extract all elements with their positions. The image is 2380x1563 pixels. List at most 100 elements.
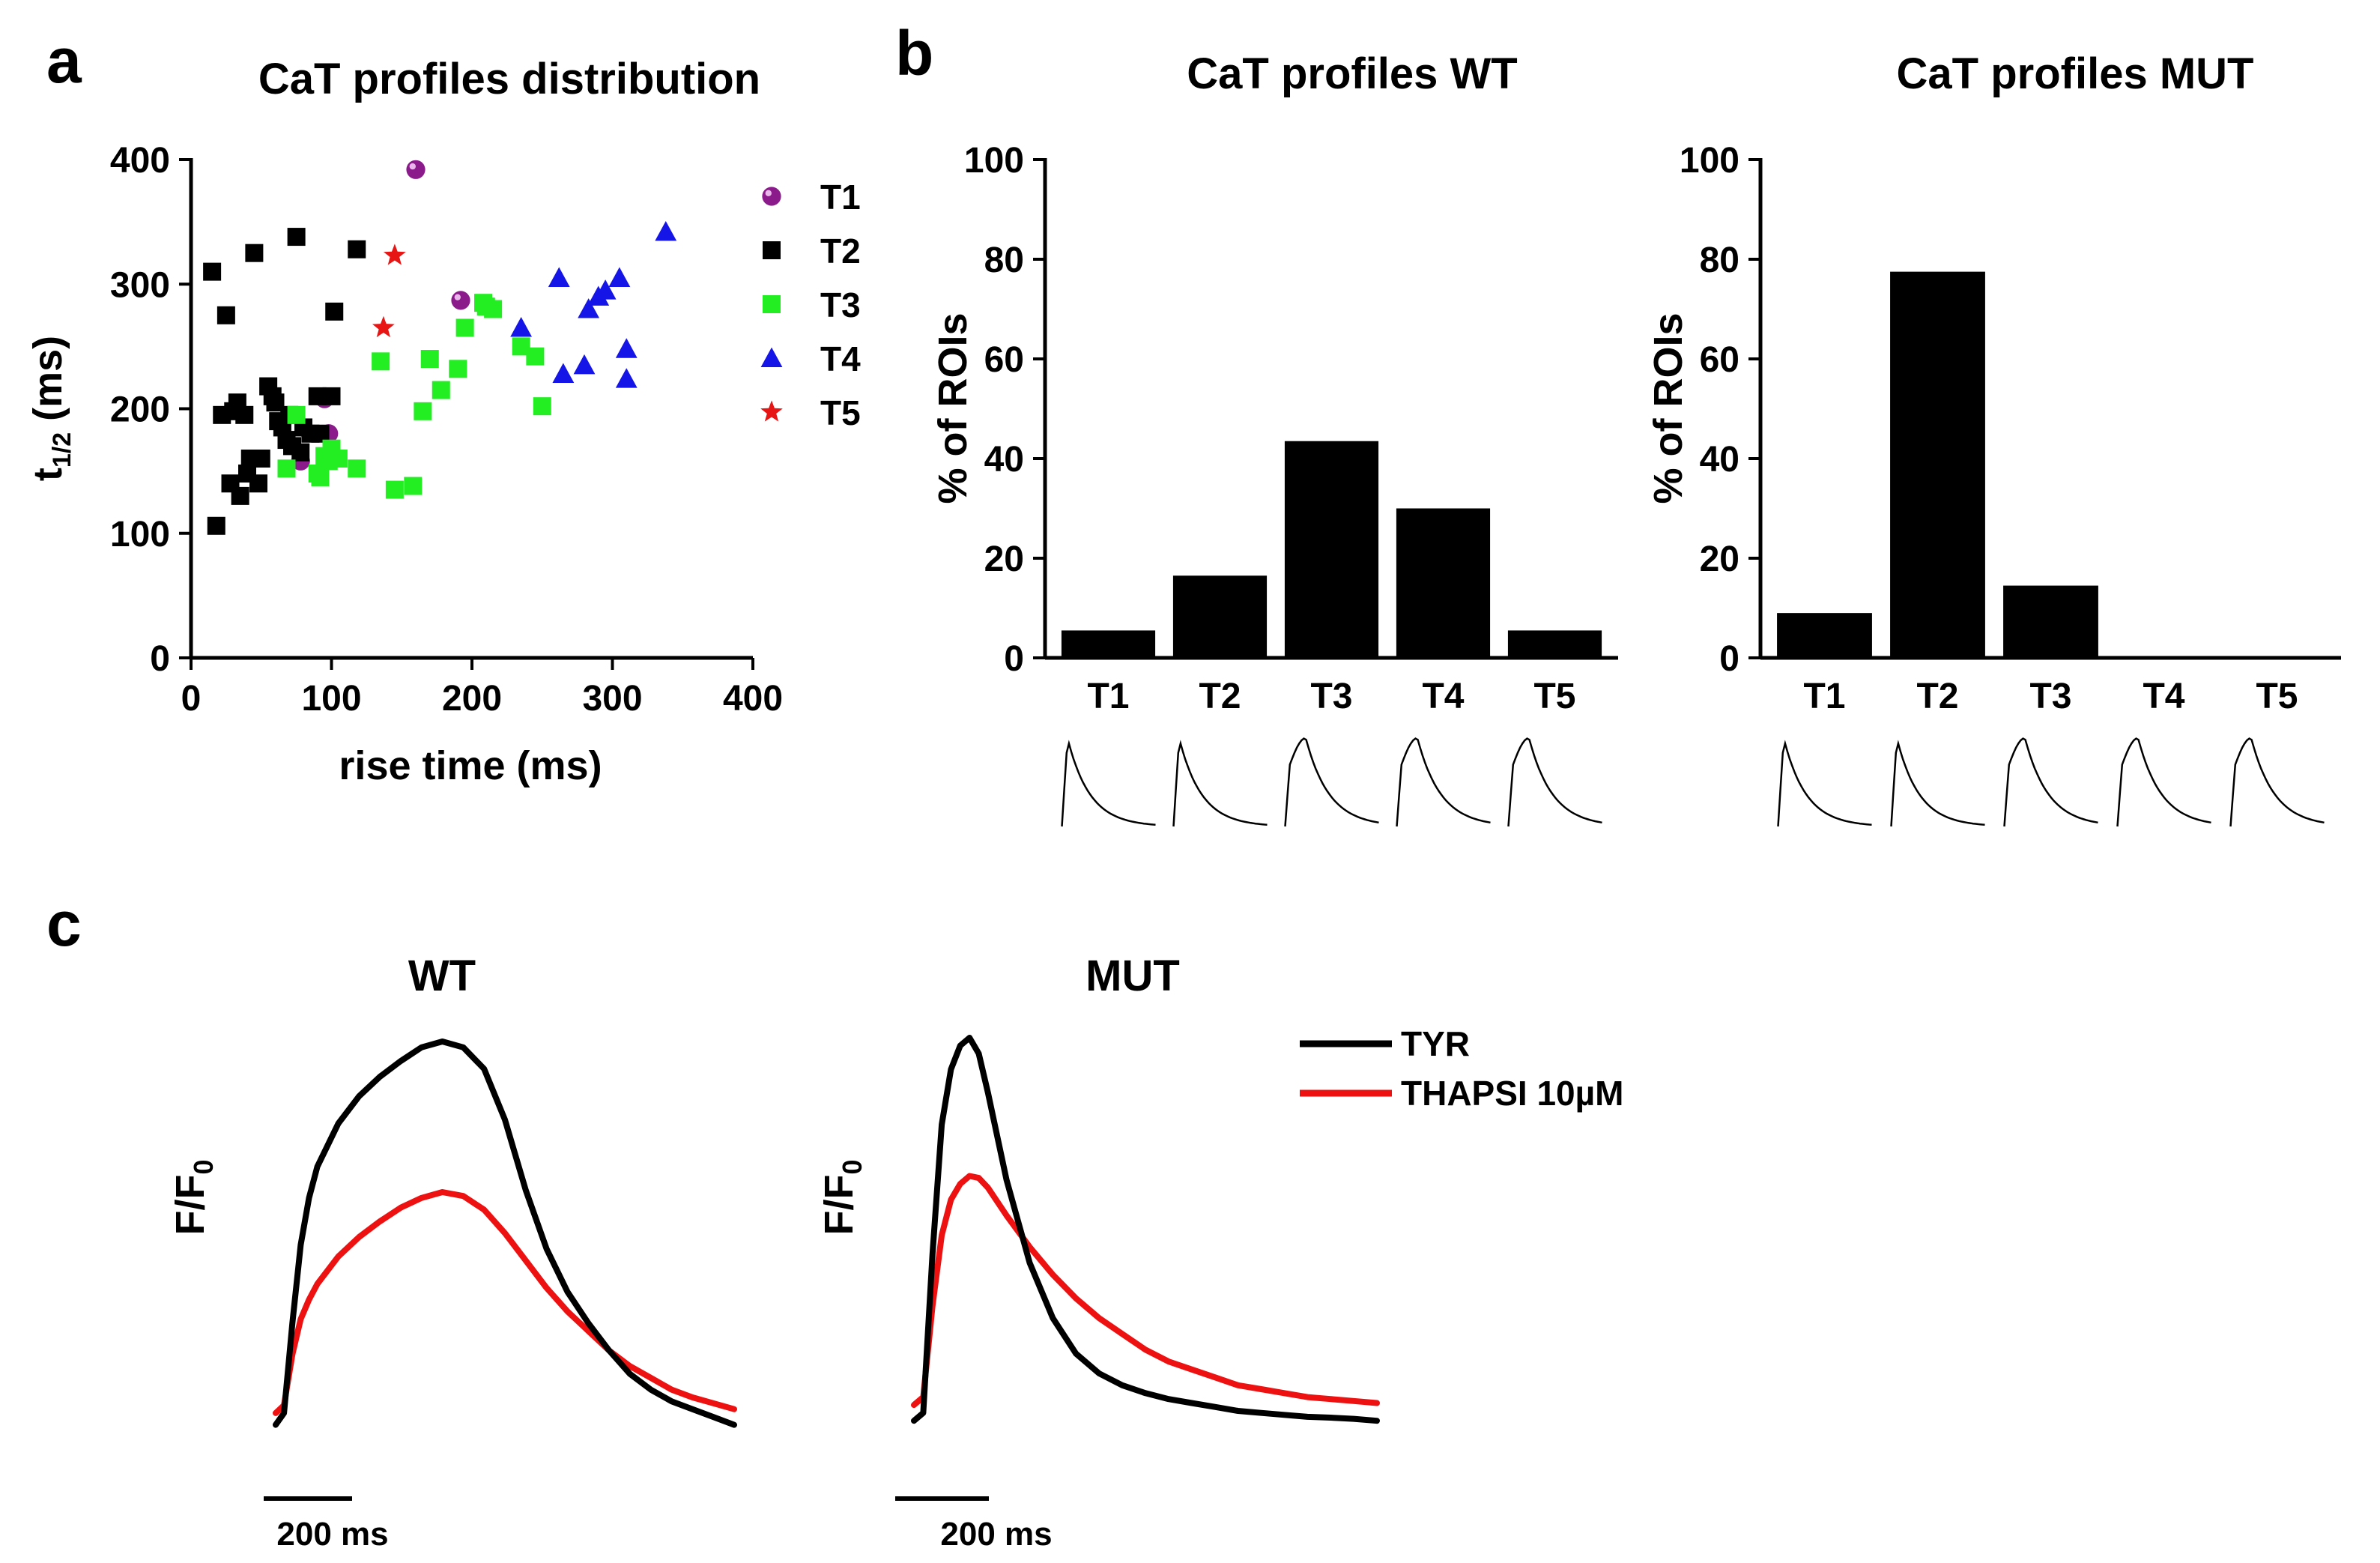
profile-trace-T3 (1284, 737, 1379, 827)
data-point-T3 (449, 360, 467, 378)
data-points (203, 160, 677, 535)
y-axis-label: F/F0 (817, 1159, 867, 1235)
chart-title: CaT profiles MUT (1897, 49, 2254, 98)
data-point-T2 (287, 228, 306, 247)
bar-T2 (1172, 575, 1268, 658)
legend-marker-T5 (760, 400, 783, 422)
y-tick-label: 100 (964, 141, 1024, 181)
data-point-T2 (291, 443, 310, 462)
panel-b-letter: b (895, 18, 933, 88)
bars (1777, 271, 2098, 658)
profile-thumbnails (1777, 737, 2325, 827)
x-tick-label: T1 (1087, 677, 1129, 716)
data-point-T3 (385, 480, 404, 499)
legend-marker-T3 (763, 295, 781, 313)
legend-label: T4 (820, 339, 861, 378)
legend-marker-T2 (763, 241, 781, 259)
bars (1061, 441, 1602, 658)
trace-chart-mut: MUT F/F0 200 ms (817, 952, 1380, 1553)
legend-label: T3 (820, 285, 861, 324)
bar-T2 (1890, 271, 1985, 658)
axes: 0 100 200 300 400 0 100 200 300 400 (110, 141, 783, 719)
data-point-T2 (322, 387, 341, 405)
traces (273, 1039, 737, 1428)
y-tick-label: 60 (984, 340, 1024, 380)
data-point-T2 (231, 486, 249, 505)
data-point-T1-highlight (454, 294, 461, 300)
y-tick-label: 100 (1680, 141, 1739, 181)
data-point-T3 (277, 459, 296, 478)
data-point-T3 (432, 381, 450, 399)
y-axis-label: % of ROIs (930, 312, 975, 504)
x-tick-label: T3 (2029, 677, 2071, 716)
profile-trace-T5 (2229, 737, 2325, 827)
data-point-T4 (510, 317, 533, 337)
bar-T3 (1284, 441, 1379, 658)
x-tick-label: 300 (582, 679, 642, 719)
data-point-T2 (325, 302, 344, 321)
y-tick-label: 400 (110, 141, 170, 181)
legend-label: T5 (820, 393, 861, 432)
data-point-T4 (548, 267, 570, 287)
x-tick-label: 100 (301, 679, 361, 719)
data-point-T4 (608, 267, 631, 287)
y-tick-label: 0 (1004, 639, 1024, 679)
data-point-T3 (404, 477, 423, 495)
data-point-T3 (455, 318, 474, 337)
data-point-T3 (372, 352, 390, 371)
y-tick-label: 0 (1719, 639, 1739, 679)
y-tick-label: 20 (984, 539, 1024, 579)
legend-marker-T1-highlight (765, 190, 772, 196)
chart-title: CaT profiles WT (1187, 49, 1517, 98)
profile-trace-T1 (1777, 740, 1872, 827)
x-tick-label: 0 (181, 679, 202, 719)
axes: 0 20 40 60 80 100 T1 T2 T3 T4 T5 (964, 141, 1618, 716)
y-axis-label: F/F0 (168, 1159, 219, 1235)
data-point-T3 (420, 350, 439, 368)
legend: T1 T2 T3 T4 T5 (760, 178, 861, 432)
legend-label: T2 (820, 232, 861, 270)
data-point-T2 (348, 240, 366, 259)
data-point-T2 (235, 405, 254, 424)
y-tick-label: 40 (984, 440, 1024, 480)
scale-bar-label: 200 ms (940, 1516, 1052, 1553)
y-tick-label: 60 (1700, 340, 1739, 380)
profile-trace-T2 (1890, 740, 1985, 827)
x-tick-label: T2 (1199, 677, 1241, 716)
trace-chart-wt: WT F/F0 200 ms (168, 952, 737, 1553)
data-point-T2 (245, 244, 264, 262)
profile-trace-T1 (1061, 740, 1156, 827)
profile-thumbnails (1061, 737, 1602, 827)
data-point-T2 (252, 450, 270, 468)
data-point-T5 (384, 244, 406, 265)
scatter-chart: CaT profiles distribution 0 100 200 300 400 0… (25, 55, 861, 788)
y-tick-label: 80 (1700, 241, 1739, 280)
data-point-T1 (406, 160, 426, 179)
legend-label: THAPSI 10µM (1401, 1074, 1623, 1113)
x-tick-label: 200 (442, 679, 502, 719)
data-point-T3 (287, 405, 306, 424)
chart-title: CaT profiles distribution (258, 55, 760, 103)
data-point-T4 (552, 363, 575, 383)
profile-trace-T3 (2003, 737, 2098, 827)
y-tick-label: 40 (1700, 440, 1739, 480)
data-point-T3 (348, 459, 366, 478)
x-tick-label: T3 (1310, 677, 1352, 716)
trace-TYR (273, 1039, 737, 1428)
y-tick-label: 300 (110, 265, 170, 305)
y-axis-label: % of ROIs (1646, 312, 1691, 504)
trace-TYR (911, 1035, 1380, 1424)
chart-title: WT (408, 952, 476, 1000)
data-point-T3 (526, 347, 545, 366)
data-point-T4 (615, 368, 638, 388)
traces (911, 1035, 1380, 1424)
data-point-T4 (655, 221, 677, 241)
data-point-T3 (414, 402, 432, 420)
bar-T3 (2003, 585, 2098, 658)
x-tick-label: T4 (2143, 677, 2184, 716)
x-tick-label: T4 (1422, 677, 1464, 716)
y-tick-label: 0 (150, 639, 170, 679)
legend-marker-T1 (762, 187, 781, 206)
